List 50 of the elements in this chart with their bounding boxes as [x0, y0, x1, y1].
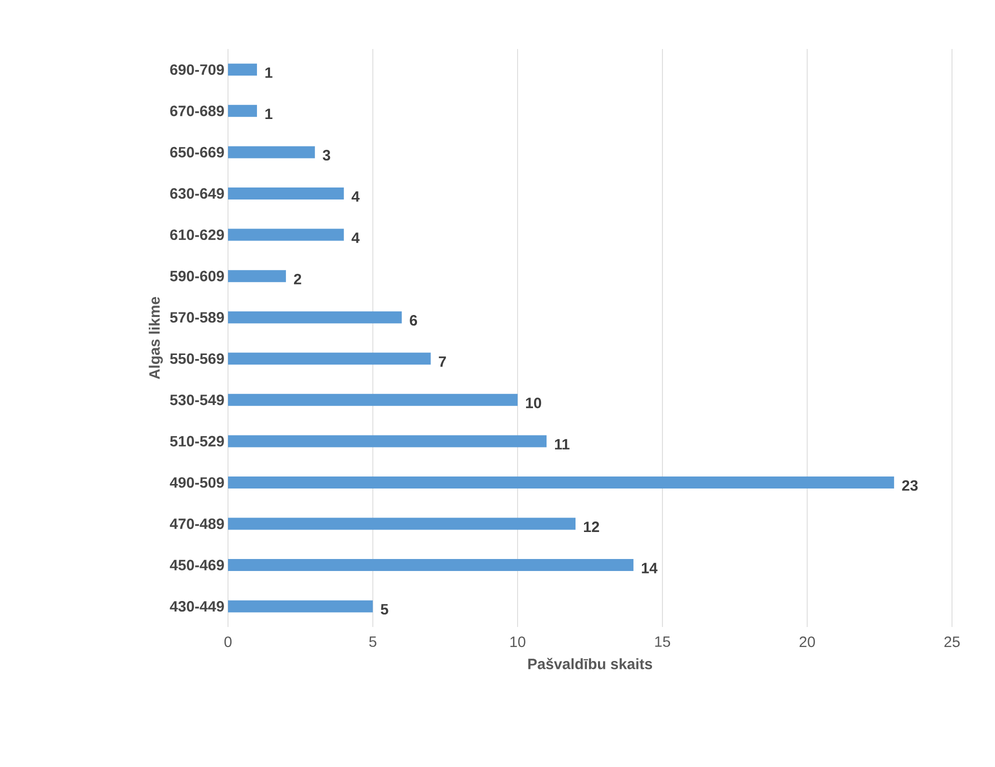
x-tick-label: 0: [224, 636, 232, 648]
bar: [228, 476, 894, 488]
y-tick-label: 690-709: [170, 64, 224, 75]
y-tick-label: 490-509: [170, 477, 224, 488]
bar: [228, 311, 402, 324]
data-label: 12: [584, 522, 600, 532]
x-tick-label: 20: [800, 636, 815, 648]
bar: [228, 104, 257, 117]
bar: [228, 435, 547, 448]
bar: [228, 518, 576, 530]
x-tick-label: 10: [510, 636, 526, 648]
bar: [228, 394, 518, 406]
y-tick-label: 430-449: [170, 601, 224, 612]
data-label: 4: [352, 191, 360, 202]
x-tick-label: 25: [944, 636, 960, 648]
x-tick-label: 5: [369, 636, 376, 647]
y-tick-label: 610-629: [170, 229, 224, 240]
y-tick-label: 530-549: [170, 394, 224, 406]
y-tick-label: 570-589: [170, 312, 224, 323]
y-tick-label: 470-489: [170, 518, 224, 530]
data-label: 6: [410, 315, 418, 326]
y-tick-label: 450-469: [170, 560, 224, 570]
data-label: 4: [352, 232, 360, 243]
y-tick-label: 590-609: [170, 270, 224, 282]
data-label: 11: [555, 439, 570, 450]
bar: [228, 187, 344, 200]
y-tick-label: 510-529: [170, 436, 224, 446]
data-label: 14: [642, 562, 658, 574]
y-axis-title: Algas likme: [148, 296, 163, 380]
data-label: 1: [265, 67, 272, 78]
data-label: 10: [526, 398, 542, 408]
bar: [228, 228, 344, 241]
data-label: 5: [380, 604, 388, 615]
data-label: 7: [438, 356, 446, 367]
data-label: 3: [322, 150, 330, 161]
data-label: 1: [265, 108, 272, 120]
y-tick-label: 630-649: [170, 188, 224, 199]
bar: [228, 600, 373, 612]
bar: [228, 146, 315, 158]
data-label: 23: [902, 480, 918, 491]
bar: [228, 352, 431, 365]
x-axis-title: Pašvaldību skaits: [528, 658, 652, 670]
bar: [228, 559, 634, 572]
y-tick-label: 650-669: [170, 146, 224, 158]
bar: [228, 64, 257, 76]
x-tick-label: 15: [655, 636, 670, 647]
y-tick-label: 670-689: [170, 106, 224, 116]
bar: [228, 270, 286, 282]
data-label: 2: [294, 274, 302, 284]
y-tick-label: 550-569: [170, 353, 224, 364]
